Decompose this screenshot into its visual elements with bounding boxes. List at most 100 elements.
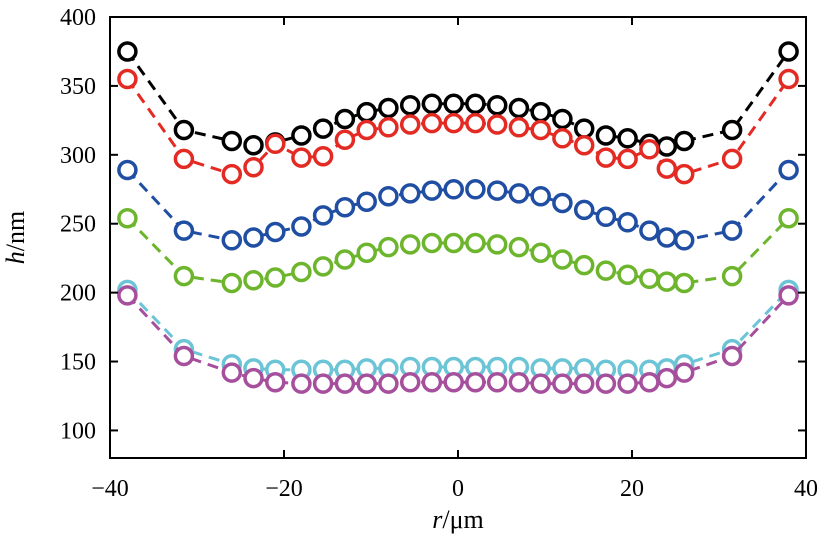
data-point — [721, 119, 743, 141]
data-point — [399, 183, 421, 204]
data-point — [117, 159, 138, 181]
data-point — [399, 114, 421, 135]
x-tick-label: 20 — [620, 476, 644, 502]
data-point — [356, 119, 377, 141]
data-point — [465, 179, 486, 200]
series-3 — [117, 207, 799, 294]
data-point — [334, 373, 356, 394]
data-point — [552, 128, 573, 149]
data-point — [573, 254, 595, 276]
x-axis-label: r/μm — [432, 505, 484, 534]
x-tick-label: −20 — [265, 476, 303, 502]
data-point — [656, 227, 678, 248]
data-point — [243, 156, 264, 178]
y-axis-unit: /nm — [1, 211, 30, 251]
data-point — [552, 108, 573, 130]
data-point — [291, 261, 312, 283]
data-point — [673, 163, 695, 185]
series-0 — [117, 41, 799, 157]
data-point — [778, 68, 799, 90]
series-line — [126, 50, 790, 149]
data-point — [334, 108, 356, 130]
data-point — [378, 373, 399, 394]
data-point — [573, 373, 595, 394]
data-point — [721, 345, 743, 367]
data-point — [673, 130, 695, 152]
y-tick-label: 150 — [60, 350, 96, 376]
data-point — [617, 212, 638, 233]
data-point — [173, 148, 195, 170]
data-point — [265, 267, 286, 288]
data-point — [356, 242, 377, 263]
data-point — [508, 117, 530, 138]
data-point — [117, 285, 138, 306]
data-point — [378, 185, 399, 207]
data-point — [443, 371, 464, 393]
data-point — [573, 134, 595, 156]
data-point — [552, 373, 573, 394]
data-point — [443, 232, 464, 254]
data-point — [312, 256, 334, 277]
series-line — [126, 217, 790, 285]
data-point — [378, 236, 399, 258]
data-point — [595, 206, 617, 228]
data-point — [221, 130, 243, 152]
data-point — [265, 221, 286, 243]
data-point — [508, 371, 530, 393]
data-point — [573, 118, 595, 139]
data-point — [617, 373, 638, 394]
data-point — [656, 158, 678, 179]
data-point — [399, 94, 421, 116]
data-point — [721, 148, 743, 170]
data-point — [617, 128, 638, 149]
data-point — [673, 272, 695, 294]
data-point — [334, 196, 356, 218]
data-point — [552, 249, 573, 270]
data-point — [639, 268, 660, 290]
data-point — [356, 373, 377, 394]
data-point — [221, 272, 243, 294]
data-point — [421, 112, 443, 134]
data-point — [312, 145, 334, 167]
data-point — [421, 93, 443, 115]
data-point — [443, 93, 464, 115]
data-point — [291, 147, 312, 168]
y-tick-label: 100 — [60, 418, 96, 444]
x-tick-label: 40 — [794, 476, 818, 502]
data-point — [778, 159, 799, 181]
data-point — [399, 234, 421, 255]
x-axis-unit: /μm — [442, 505, 483, 534]
data-point — [530, 119, 551, 141]
data-point — [656, 271, 678, 292]
y-tick-label: 350 — [60, 74, 96, 100]
data-point — [421, 180, 443, 201]
data-point — [595, 260, 617, 281]
data-point — [530, 101, 551, 123]
data-point — [508, 183, 530, 204]
x-tick-label: 0 — [452, 476, 464, 502]
data-point — [421, 232, 443, 254]
data-point — [243, 269, 264, 291]
data-point — [243, 367, 264, 389]
data-point — [486, 114, 508, 135]
data-point — [530, 185, 551, 207]
data-point — [334, 129, 356, 150]
data-point — [221, 362, 243, 383]
plot-marks — [117, 41, 799, 394]
data-point — [378, 117, 399, 138]
data-point — [639, 371, 660, 393]
data-point — [465, 371, 486, 393]
data-point — [312, 205, 334, 226]
data-point — [639, 220, 660, 241]
data-point — [617, 264, 638, 285]
y-tick-label: 200 — [60, 281, 96, 307]
data-point — [265, 133, 286, 155]
y-tick-label: 400 — [60, 5, 96, 31]
data-point — [530, 373, 551, 394]
data-point — [117, 207, 138, 229]
data-point — [639, 139, 660, 160]
data-point — [334, 249, 356, 270]
axes: −40 −20 0 20 40 100 150 200 250 300 350 400 r/μm h/nm — [1, 5, 818, 534]
data-point — [356, 191, 377, 212]
